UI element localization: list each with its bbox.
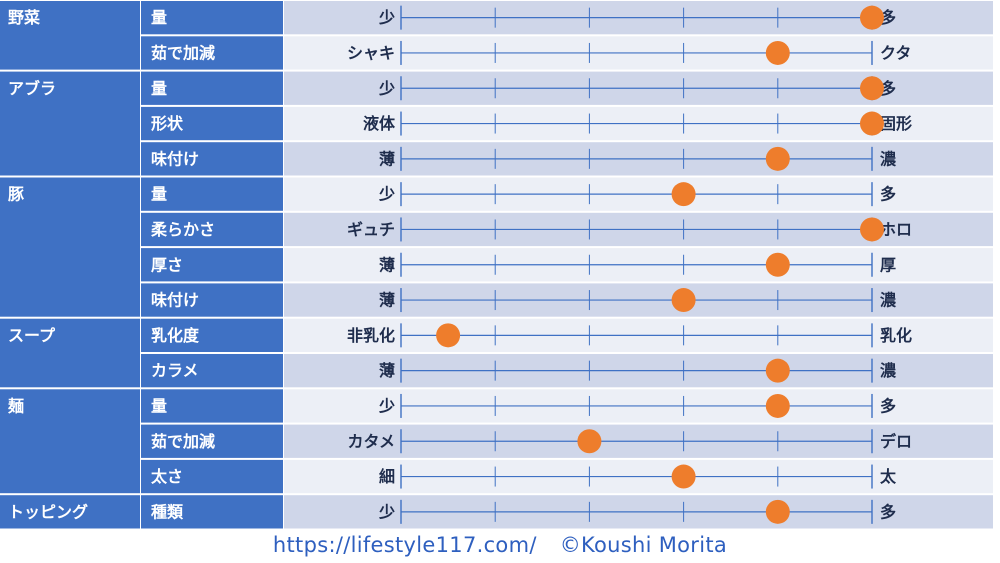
- item-label: 種類: [151, 502, 184, 521]
- category-cell: [0, 389, 140, 494]
- value-dot: [765, 40, 790, 65]
- scale-left-label: 液体: [363, 114, 396, 133]
- item-label: 乳化度: [151, 326, 200, 345]
- scale-right-label: 多: [880, 79, 896, 98]
- item-label: 量: [151, 396, 167, 415]
- item-cell: [141, 142, 283, 176]
- scale-left-label: 少: [378, 79, 395, 98]
- item-label: 味付け: [151, 149, 199, 168]
- value-dot: [577, 429, 602, 454]
- item-cell: [141, 36, 283, 70]
- scale-left-label: 少: [378, 396, 395, 415]
- scale-right-label: 固形: [880, 114, 912, 133]
- item-label: カラメ: [151, 361, 199, 380]
- item-cell: [141, 495, 283, 529]
- scale-right-label: 濃: [880, 149, 897, 168]
- item-cell: [141, 354, 283, 388]
- item-label: 量: [151, 8, 167, 27]
- scale-left-label: 薄: [379, 149, 395, 168]
- item-cell: [141, 71, 283, 105]
- value-dot: [860, 111, 884, 136]
- item-cell: [141, 212, 283, 247]
- category-label: 野菜: [8, 8, 40, 27]
- item-cell: [141, 318, 283, 352]
- item-cell: [141, 424, 283, 458]
- category-label: アブラ: [8, 79, 56, 98]
- value-dot: [765, 499, 790, 524]
- value-dot: [765, 358, 790, 383]
- scale-right-label: 多: [880, 185, 896, 204]
- scale-right-label: 濃: [880, 361, 897, 380]
- scale-right-label: デロ: [880, 432, 912, 451]
- category-cell: [0, 177, 140, 317]
- scale-left-label: カタメ: [347, 432, 395, 451]
- item-cell: [141, 389, 283, 423]
- item-label: 太さ: [150, 467, 183, 486]
- item-cell: [141, 1, 283, 35]
- scale-left-label: シャキ: [347, 43, 395, 62]
- value-dot: [671, 288, 696, 313]
- category-label: スープ: [8, 326, 56, 345]
- value-dot: [436, 323, 461, 348]
- scale-left-label: 少: [378, 185, 395, 204]
- scale-right-label: 乳化: [880, 326, 912, 345]
- scale-right-label: 太: [879, 467, 897, 486]
- value-dot: [860, 76, 884, 101]
- item-label: 厚さ: [151, 255, 183, 274]
- item-cell: [141, 177, 283, 211]
- category-cell: [0, 495, 140, 529]
- scale-left-label: 少: [378, 8, 395, 27]
- category-cell: [0, 71, 140, 176]
- category-label: トッピング: [8, 502, 88, 521]
- item-label: 味付け: [151, 291, 199, 310]
- value-dot: [765, 252, 790, 277]
- footer-url[interactable]: https://lifestyle117.com/: [272, 533, 537, 557]
- scale-right-label: ホロ: [880, 220, 912, 239]
- scale-left-label: 細: [379, 467, 395, 486]
- value-dot: [671, 464, 696, 489]
- scale-left-label: 少: [378, 502, 395, 521]
- value-dot: [765, 393, 790, 418]
- footer-credit: ©Koushi Morita: [559, 533, 728, 557]
- flavor-profile-chart: 野菜量少多茹で加減 シャキ クタアブラ量少多形状 液体 固形味付け薄濃豚量少多柔らかさギ…: [0, 1, 993, 529]
- scale-left-label: 非乳化: [347, 326, 395, 345]
- item-label: 量: [151, 185, 167, 204]
- scale-right-label: 厚: [880, 255, 896, 274]
- scale-right-label: 多: [880, 396, 896, 415]
- item-label: 茹で加減: [151, 43, 215, 62]
- scale-left-label: 薄: [379, 361, 395, 380]
- category-cell: [0, 1, 140, 70]
- scale-right-label: 多: [880, 502, 896, 521]
- scale-right-label: 多: [880, 8, 896, 27]
- value-dot: [860, 5, 884, 30]
- item-cell: [141, 106, 283, 141]
- item-cell: [141, 248, 283, 282]
- category-label: 豚: [8, 185, 24, 204]
- item-label: 柔らかさ: [150, 220, 215, 239]
- item-label: 茹で加減: [151, 432, 215, 451]
- scale-right-label: 濃: [880, 291, 897, 310]
- footer: https://lifestyle117.com/ ©Koushi Morita: [0, 530, 1000, 563]
- item-cell: [141, 283, 283, 317]
- item-label: 形状: [151, 114, 184, 133]
- item-cell: [141, 459, 283, 494]
- category-label: 麺: [7, 396, 24, 415]
- value-dot: [671, 182, 696, 207]
- scale-left-label: 薄: [379, 291, 395, 310]
- category-cell: [0, 318, 140, 388]
- scale-left-label: ギュチ: [347, 220, 395, 239]
- value-dot: [765, 146, 790, 171]
- scale-right-label: クタ: [880, 43, 911, 62]
- scale-left-label: 薄: [379, 255, 395, 274]
- item-label: 量: [151, 79, 167, 98]
- value-dot: [860, 217, 884, 242]
